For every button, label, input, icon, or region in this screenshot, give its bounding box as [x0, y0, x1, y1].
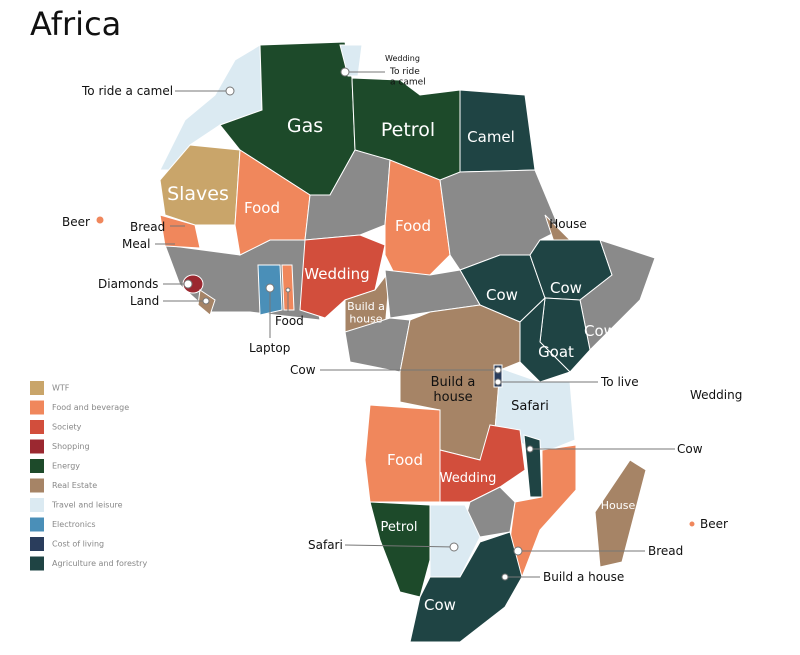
- label: Build a house: [431, 375, 476, 405]
- legend-swatch: [30, 498, 44, 512]
- pin: [202, 297, 210, 305]
- pin: [526, 445, 534, 453]
- legend-swatch: [30, 478, 44, 493]
- legend-swatch: [30, 556, 44, 571]
- label: Build a house: [347, 300, 385, 326]
- legend-swatch: [30, 439, 44, 454]
- pin: [340, 67, 350, 77]
- label: House: [549, 217, 587, 231]
- label: Cow: [424, 596, 456, 614]
- label: Wedding: [304, 265, 369, 283]
- legend-label: Food and beverage: [52, 403, 129, 412]
- label: Meal: [122, 237, 150, 251]
- legend-swatch: [30, 459, 44, 473]
- leader: [344, 544, 455, 548]
- legend-swatch: [30, 400, 44, 415]
- label: Cow: [290, 363, 316, 377]
- region: [429, 504, 481, 578]
- legend-label: Energy: [52, 462, 80, 471]
- label: Bread: [130, 220, 165, 234]
- pin: [501, 573, 509, 581]
- region: [594, 459, 647, 568]
- label: Food: [395, 217, 431, 235]
- region: [439, 424, 526, 503]
- label: Food: [244, 199, 280, 217]
- region: [95, 215, 105, 225]
- label: House: [601, 499, 636, 512]
- label: Food: [387, 451, 423, 469]
- legend-label: Society: [52, 423, 82, 432]
- legend-label: Agriculture and forestry: [52, 559, 147, 568]
- region: [159, 214, 201, 249]
- pin: [494, 378, 502, 386]
- label: Land: [130, 294, 159, 308]
- label: Beer: [700, 517, 728, 531]
- pin: [513, 546, 523, 556]
- pin: [265, 283, 275, 293]
- label: Wedding: [690, 388, 742, 402]
- region: [369, 501, 431, 598]
- label: Slaves: [167, 183, 229, 205]
- label: Laptop: [249, 341, 290, 355]
- label: Cow: [677, 442, 703, 456]
- label: Wedding: [440, 471, 497, 486]
- legend-label: WTF: [52, 384, 70, 393]
- label: Cow: [486, 286, 518, 304]
- label: Wedding: [385, 54, 420, 63]
- legend-label: Shopping: [52, 442, 90, 451]
- legend-swatch: [30, 381, 44, 395]
- label: Safari: [511, 399, 549, 414]
- pin: [225, 86, 235, 96]
- legend-label: Real Estate: [52, 481, 97, 490]
- pin: [285, 287, 291, 293]
- region: [523, 434, 543, 498]
- pin: [449, 542, 459, 552]
- pin: [494, 366, 502, 374]
- label: Safari: [308, 538, 343, 552]
- legend-label: Cost of living: [52, 540, 104, 549]
- pin: [183, 279, 193, 289]
- label: To ride a camel: [389, 67, 426, 87]
- label: Petrol: [381, 119, 435, 141]
- label: Camel: [467, 128, 515, 146]
- legend-swatch: [30, 517, 44, 532]
- label: Gas: [287, 115, 323, 137]
- label: Bread: [648, 544, 683, 558]
- label: Cow: [584, 322, 616, 340]
- legend-label: Travel and leisure: [51, 501, 123, 510]
- label: To ride a camel: [81, 84, 173, 98]
- legend-label: Electronics: [52, 520, 96, 529]
- label: To live: [600, 375, 639, 389]
- region: [339, 44, 363, 77]
- legend-swatch: [30, 537, 44, 551]
- label: Cow: [550, 279, 582, 297]
- label: Food: [275, 314, 304, 328]
- region: [344, 268, 391, 333]
- label: Beer: [62, 215, 90, 229]
- legend: WTF Food and beverage Society Shopping Energ…: [30, 381, 147, 571]
- region: [493, 364, 503, 388]
- label: Diamonds: [98, 277, 158, 291]
- legend-swatch: [30, 420, 44, 434]
- labels: Gas Petrol Camel Slaves Food Food House …: [62, 54, 742, 614]
- region: [688, 520, 696, 528]
- title: Africa: [30, 5, 121, 43]
- label: Goat: [538, 343, 574, 361]
- countries: [95, 41, 696, 643]
- label: Petrol: [380, 520, 417, 535]
- label: Build a house: [543, 570, 624, 584]
- leaders: [155, 67, 675, 581]
